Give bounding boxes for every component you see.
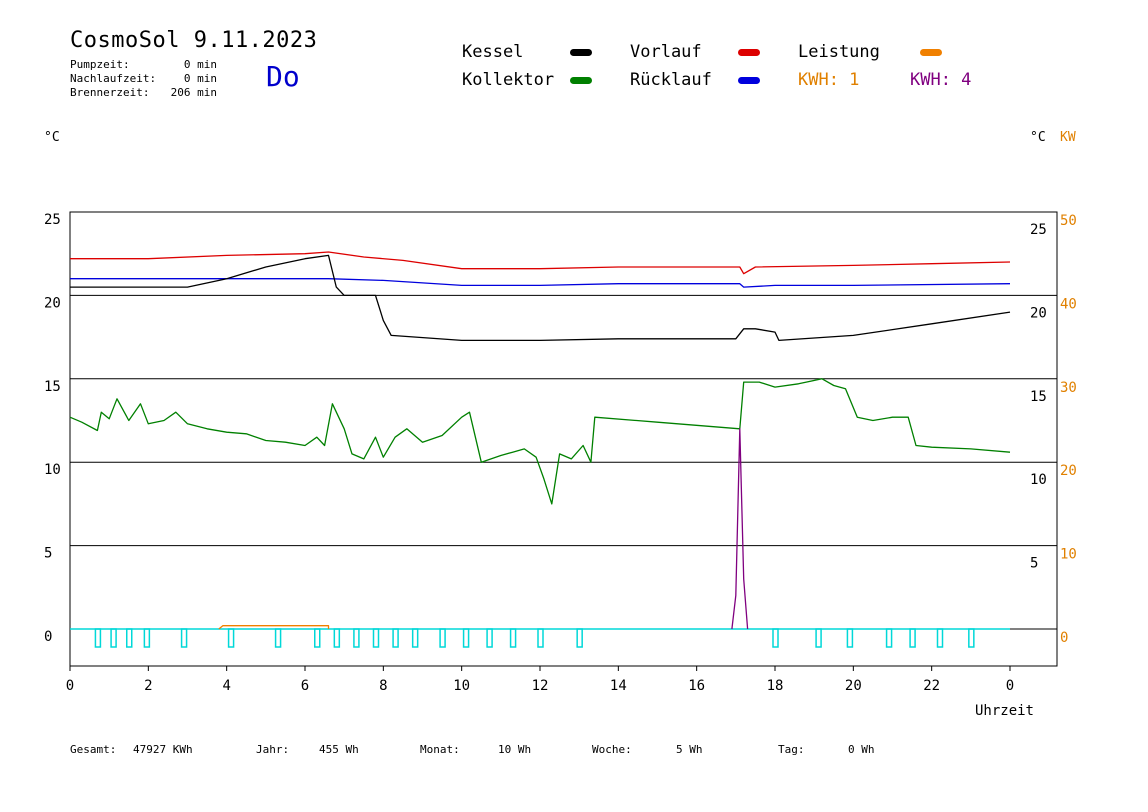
y2-tick: 40	[1060, 296, 1077, 312]
x-tick-label: 14	[610, 678, 627, 694]
x-axis-label: Uhrzeit	[975, 703, 1034, 719]
pump-pulse	[180, 628, 188, 648]
pump-pulse	[772, 628, 779, 648]
pump-pulse	[576, 628, 583, 648]
x-tick-label: 0	[1006, 678, 1014, 694]
y-tick-left: 15	[44, 379, 61, 395]
pump-pulse	[486, 628, 493, 648]
y-tick-left: 20	[44, 295, 61, 311]
plot-frame	[69, 211, 1058, 667]
x-tick-label: 6	[301, 678, 309, 694]
y-tick-left: 25	[44, 212, 61, 228]
legend-kessel-swatch	[570, 49, 592, 56]
pump-pulse	[372, 628, 380, 648]
y-tick-right: 20	[1030, 305, 1047, 321]
pump-pulse	[936, 628, 944, 648]
pump-pulse	[885, 628, 893, 648]
pump-pulse	[274, 628, 282, 648]
legend-vorlauf-label: Vorlauf	[630, 42, 702, 62]
nachlaufzeit-value: 0 min	[183, 72, 217, 85]
x-tick-label: 2	[144, 678, 152, 694]
footer-monat-label: Monat:	[420, 743, 460, 756]
footer-jahr-value: 455 Wh	[319, 743, 359, 756]
y-tick-left: 10	[44, 462, 61, 478]
y-tick-left: 0	[44, 629, 52, 645]
pump-pulse	[968, 628, 975, 648]
pump-pulse	[392, 628, 399, 648]
legend-leistung-swatch	[920, 49, 942, 56]
pump-pulse	[126, 628, 133, 648]
y2-tick: 0	[1060, 630, 1068, 646]
legend-kollektor-label: Kollektor	[462, 70, 555, 90]
footer-jahr-label: Jahr:	[256, 743, 290, 756]
legend-kollektor-swatch	[570, 77, 592, 84]
y2-tick: 20	[1060, 463, 1077, 479]
x-tick-label: 10	[453, 678, 470, 694]
x-tick-label: 0	[66, 678, 74, 694]
x-tick-label: 20	[845, 678, 862, 694]
x-tick-label: 4	[222, 678, 230, 694]
x-tick-label: 22	[923, 678, 940, 694]
pump-pulse	[909, 628, 916, 648]
pump-pulse	[110, 628, 117, 648]
pump-pulse	[353, 628, 360, 648]
series-kwh-4	[731, 428, 749, 630]
weekday-label: Do	[266, 60, 300, 93]
pumpzeit-value: 0 min	[183, 58, 217, 71]
x-tick-label: 8	[379, 678, 387, 694]
brennerzeit-value: 206 min	[170, 86, 217, 99]
y2-tick: 30	[1060, 380, 1077, 396]
legend-leistung-label: Leistung	[798, 42, 880, 62]
series-kollektor	[69, 378, 1011, 505]
pump-pulse	[846, 628, 854, 648]
legend-ruecklauf-swatch	[738, 77, 760, 84]
legend-kwh1-label: KWH: 1	[798, 70, 860, 90]
pump-pulse	[227, 628, 235, 648]
y2-tick: 10	[1060, 547, 1077, 563]
footer-woche-value: 5 Wh	[676, 743, 703, 756]
pump-pulse	[462, 628, 470, 648]
legend-vorlauf-swatch	[738, 49, 760, 56]
x-tick-label: 12	[532, 678, 549, 694]
power-axis-unit: KW	[1060, 130, 1076, 145]
footer-gesamt-label: Gesamt:	[70, 743, 117, 756]
brennerzeit-label: Brennerzeit:	[70, 86, 150, 99]
y-tick-right: 5	[1030, 556, 1038, 572]
y2-tick: 50	[1060, 213, 1077, 229]
footer-tag-label: Tag:	[778, 743, 805, 756]
y-tick-right: 15	[1030, 389, 1047, 405]
footer-monat-value: 10 Wh	[498, 743, 532, 756]
series-r-cklauf	[70, 278, 1011, 288]
footer-woche-label: Woche:	[592, 743, 632, 756]
pump-pulse	[94, 628, 102, 648]
right-axis-unit: °C	[1030, 130, 1046, 145]
pump-pulse	[815, 628, 822, 648]
series-leistung	[218, 625, 330, 630]
x-tick-label: 16	[688, 678, 705, 694]
footer-gesamt-value: 47927 KWh	[133, 743, 193, 756]
legend-kwh4-label: KWH: 4	[910, 70, 972, 90]
legend-kessel-label: Kessel	[462, 42, 524, 62]
nachlaufzeit-label: Nachlaufzeit:	[70, 72, 157, 85]
series-kessel	[70, 254, 1011, 342]
pump-pulse	[314, 628, 321, 648]
footer-tag-value: 0 Wh	[848, 743, 875, 756]
pump-pulse	[143, 628, 151, 648]
pump-pulse	[509, 628, 517, 648]
y-tick-left: 5	[44, 546, 52, 562]
series-vorlauf	[70, 251, 1011, 275]
pump-pulse	[333, 628, 341, 648]
legend-ruecklauf-label: Rücklauf	[630, 70, 712, 90]
x-tick-label: 18	[767, 678, 784, 694]
pumpzeit-label: Pumpzeit:	[70, 58, 130, 71]
pump-pulse	[439, 628, 446, 648]
pump-pulse	[537, 628, 544, 648]
y-tick-right: 25	[1030, 222, 1047, 238]
pump-pulse	[411, 628, 419, 648]
page-title: CosmoSol 9.11.2023	[70, 28, 318, 53]
left-axis-unit: °C	[44, 130, 60, 145]
y-tick-right: 10	[1030, 472, 1047, 488]
